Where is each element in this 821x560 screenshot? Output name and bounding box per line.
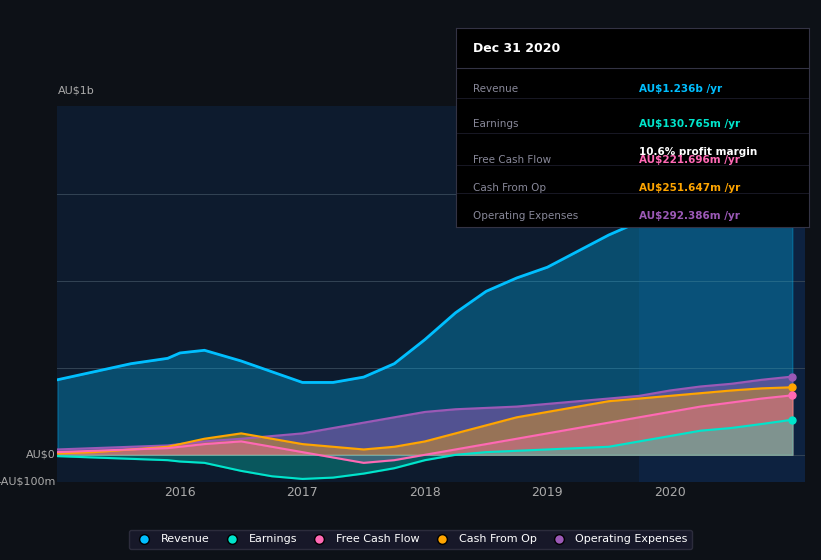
Text: 10.6% profit margin: 10.6% profit margin: [640, 147, 758, 157]
Text: Free Cash Flow: Free Cash Flow: [474, 155, 552, 165]
Bar: [640, 106, 805, 482]
Text: AU$1.236b /yr: AU$1.236b /yr: [640, 83, 722, 94]
Text: Dec 31 2020: Dec 31 2020: [474, 42, 561, 55]
Text: Operating Expenses: Operating Expenses: [474, 211, 579, 221]
Text: AU$0: AU$0: [26, 450, 56, 460]
Text: Cash From Op: Cash From Op: [474, 183, 546, 193]
Text: AU$251.647m /yr: AU$251.647m /yr: [640, 183, 741, 193]
Text: -AU$100m: -AU$100m: [0, 477, 56, 487]
Text: AU$292.386m /yr: AU$292.386m /yr: [640, 211, 740, 221]
Text: Earnings: Earnings: [474, 119, 519, 129]
Legend: Revenue, Earnings, Free Cash Flow, Cash From Op, Operating Expenses: Revenue, Earnings, Free Cash Flow, Cash …: [129, 530, 692, 549]
Text: AU$130.765m /yr: AU$130.765m /yr: [640, 119, 741, 129]
Text: AU$1b: AU$1b: [57, 85, 94, 95]
Text: Revenue: Revenue: [474, 83, 518, 94]
Text: AU$221.696m /yr: AU$221.696m /yr: [640, 155, 740, 165]
